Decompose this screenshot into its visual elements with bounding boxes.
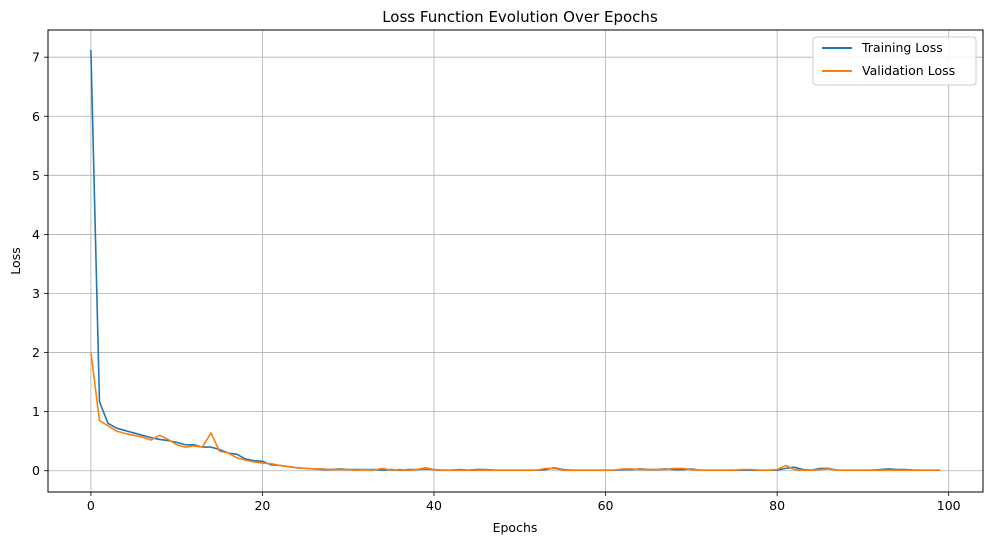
x-tick-label: 60 (598, 498, 614, 513)
y-tick-label: 1 (32, 404, 40, 419)
grid (48, 30, 983, 492)
legend-box (812, 36, 977, 86)
series-line-validation-loss (90, 352, 941, 471)
x-axis-ticks: 0 20 40 60 80 100 (87, 492, 961, 513)
y-tick-label: 0 (32, 463, 40, 478)
y-tick-label: 2 (32, 345, 40, 360)
plot-frame (47, 29, 984, 493)
plot-lines (90, 50, 941, 471)
y-tick-label: 7 (32, 50, 40, 65)
y-axis-ticks: 0 1 2 3 4 5 6 7 (32, 50, 48, 478)
y-tick-label: 6 (32, 109, 40, 124)
legend-label-training-loss: Training Loss (861, 40, 943, 55)
x-tick-label: 0 (87, 498, 95, 513)
y-tick-label: 5 (32, 168, 40, 183)
legend-label-validation-loss: Validation Loss (862, 63, 955, 78)
y-tick-label: 4 (32, 227, 40, 242)
x-tick-label: 20 (254, 498, 270, 513)
x-tick-label: 40 (426, 498, 442, 513)
x-tick-label: 80 (769, 498, 785, 513)
y-tick-label: 3 (32, 286, 40, 301)
x-axis-title: Epochs (493, 520, 538, 535)
legend: Training Loss Validation Loss (812, 36, 977, 86)
y-axis-title: Loss (8, 247, 23, 274)
x-tick-label: 100 (937, 498, 961, 513)
chart-title: Loss Function Evolution Over Epochs (382, 8, 658, 26)
